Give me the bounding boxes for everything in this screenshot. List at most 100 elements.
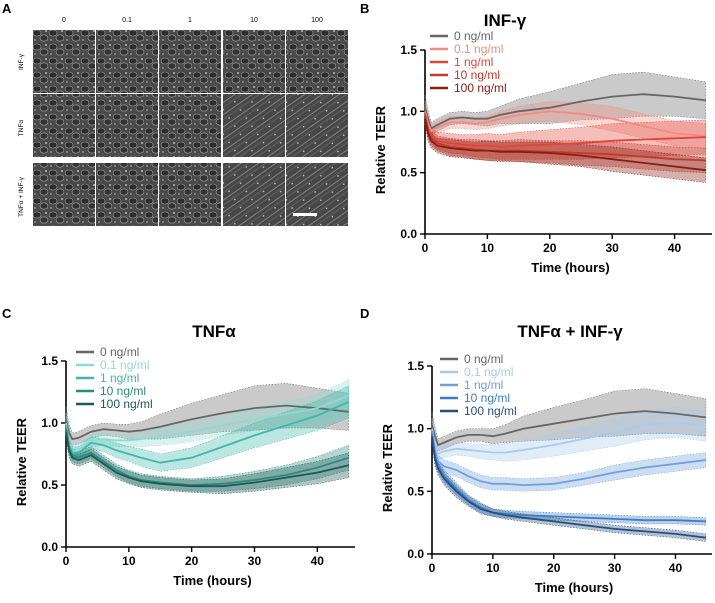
micro-col-label: 100	[311, 17, 323, 24]
series-line	[424, 110, 706, 137]
series-line	[65, 431, 349, 488]
x-tick-label: 30	[248, 554, 262, 568]
series-line	[65, 404, 349, 441]
x-tick-label: 0	[422, 241, 429, 255]
y-tick-label: 0.5	[41, 478, 58, 492]
y-tick-label: 1.5	[41, 354, 58, 368]
chart-tnf-alpha: TNFα 0.0 0.5 1.0 1.5 0 10 20 30 40 Time (hours) Rel…	[14, 322, 355, 588]
legend-label: 10 ng/ml	[454, 68, 500, 82]
x-tick-label: 20	[543, 241, 557, 255]
legend-label: 1 ng/ml	[464, 378, 503, 392]
x-tick-label: 40	[668, 241, 682, 255]
series-band	[424, 101, 707, 149]
micrograph-cell	[159, 163, 221, 226]
micro-col-label: 0	[62, 17, 66, 24]
micro-row-label: TNFα + INF-γ	[18, 176, 25, 216]
legend-label: 0.1 ng/ml	[464, 365, 513, 379]
panel-letter-d: D	[360, 306, 369, 321]
series-band	[431, 407, 707, 462]
y-axis-label: Relative TEER	[14, 417, 29, 506]
legend-label: 100 ng/ml	[100, 397, 153, 411]
micrograph-cell	[223, 163, 285, 226]
legend-label: 100 ng/ml	[454, 81, 507, 95]
series-band	[431, 423, 707, 492]
chart-title: INF-γ	[484, 11, 527, 30]
series-line	[65, 394, 350, 453]
series-line	[431, 431, 707, 487]
legend-label: 10 ng/ml	[100, 384, 146, 398]
micrograph-cell	[159, 30, 221, 93]
series-line	[65, 429, 349, 486]
micrograph-cell	[286, 163, 348, 226]
chart-tnf-plus-inf: TNFα + INF-γ 0.0 0.5 1.0 1.5 0 10 20 30 40 Time (h…	[380, 322, 712, 595]
legend-label: 0 ng/ml	[100, 345, 139, 359]
micrograph-cell	[223, 30, 285, 93]
x-axis-label: Time (hours)	[535, 580, 614, 595]
micrograph-cell	[96, 94, 158, 157]
legend-label: 1 ng/ml	[100, 371, 139, 385]
micrograph-cell	[96, 163, 158, 226]
micrograph-cell	[33, 94, 95, 157]
micrograph-grid: 0 0.1 1 10 100 INF-γ TNFα TNFα + INF-γ	[18, 17, 348, 226]
series-band	[65, 383, 349, 446]
micro-col-label: 10	[250, 17, 258, 24]
micro-row-label: INF-γ	[18, 53, 25, 70]
x-tick-label: 40	[669, 561, 683, 575]
x-tick-label: 0	[63, 554, 70, 568]
series-line	[431, 410, 707, 447]
micrograph-cell	[286, 94, 348, 157]
micrograph-cell	[223, 94, 285, 157]
y-tick-label: 0.0	[400, 227, 417, 241]
legend-label: 10 ng/ml	[464, 391, 510, 405]
series-line	[424, 113, 706, 148]
series-line	[431, 436, 707, 539]
series-line	[65, 401, 350, 464]
x-tick-label: 30	[608, 561, 622, 575]
micro-row-label: TNFα	[18, 120, 25, 137]
y-tick-label: 0.5	[400, 166, 417, 180]
series-line	[424, 118, 706, 172]
micrograph-cell	[286, 30, 348, 93]
x-tick-label: 0	[429, 561, 436, 575]
panel-letter-a: A	[2, 1, 12, 16]
x-tick-label: 20	[185, 554, 199, 568]
panel-letter-c: C	[2, 306, 12, 321]
legend-label: 1 ng/ml	[454, 55, 493, 69]
x-axis-label: Time (hours)	[531, 260, 610, 275]
legend-label: 0.1 ng/ml	[454, 42, 503, 56]
y-tick-label: 0.0	[407, 547, 424, 561]
series-band	[424, 111, 707, 183]
micrograph-cell	[96, 30, 158, 93]
chart-inf-gamma: INF-γ 0.0 0.5 1.0 1.5 0 10 20 30 40 Time (hours) Re…	[373, 11, 712, 275]
y-tick-label: 1.0	[407, 422, 424, 436]
legend-label: 100 ng/ml	[464, 404, 517, 418]
panel-letter-b: B	[360, 1, 369, 16]
micrograph-cell	[33, 163, 95, 226]
y-tick-label: 0.5	[407, 484, 424, 498]
y-axis-label: Relative TEER	[380, 423, 395, 512]
micro-col-label: 0.1	[122, 17, 132, 24]
x-tick-label: 20	[547, 561, 561, 575]
series-line	[431, 421, 707, 455]
legend-label: 0 ng/ml	[464, 352, 503, 366]
y-tick-label: 1.0	[41, 416, 58, 430]
legend-label: 0 ng/ml	[454, 29, 493, 43]
x-tick-label: 10	[486, 561, 500, 575]
x-tick-label: 10	[481, 241, 495, 255]
y-tick-label: 1.5	[400, 43, 417, 57]
x-tick-label: 30	[605, 241, 619, 255]
micrograph-cell	[33, 30, 95, 93]
y-tick-label: 0.0	[41, 540, 58, 554]
series-band	[65, 379, 349, 458]
micro-col-label: 1	[188, 17, 192, 24]
y-axis-label: Relative TEER	[373, 105, 388, 194]
chart-title: TNFα	[192, 322, 236, 341]
scale-bar	[293, 213, 317, 216]
y-tick-label: 1.0	[400, 104, 417, 118]
chart-title: TNFα + INF-γ	[517, 322, 623, 341]
x-tick-label: 10	[122, 554, 136, 568]
x-tick-label: 40	[311, 554, 325, 568]
micrograph-cell	[159, 94, 221, 157]
y-tick-label: 1.5	[407, 359, 424, 373]
